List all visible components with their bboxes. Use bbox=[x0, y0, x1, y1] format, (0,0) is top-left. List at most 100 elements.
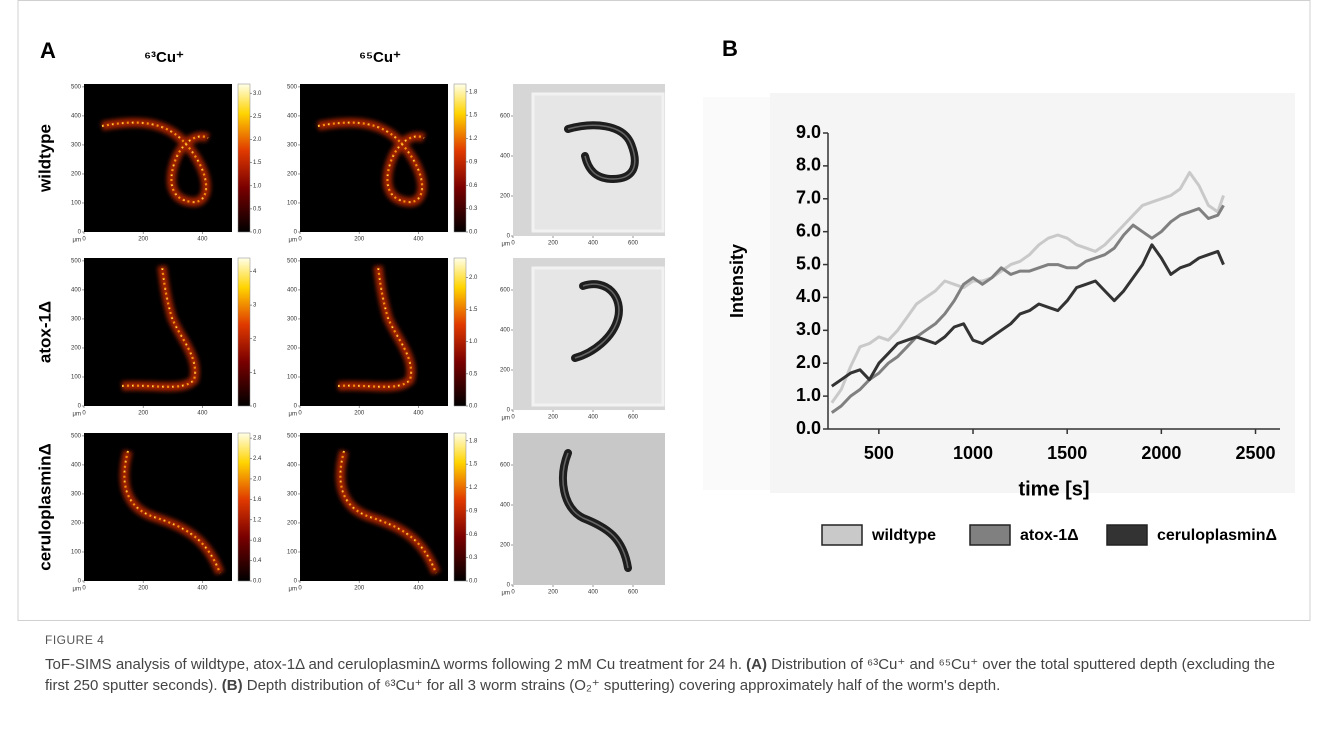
colorbar-label: 0.5 bbox=[253, 206, 262, 212]
worm-highlight bbox=[567, 124, 636, 180]
y-tick-label: 400 bbox=[287, 287, 298, 293]
heatmap bbox=[84, 84, 232, 232]
caption-label: FIGURE 4 bbox=[45, 633, 105, 647]
colorbar-label: 1.2 bbox=[469, 136, 478, 142]
y-tick-label: 2.0 bbox=[796, 352, 821, 372]
caption-part: Distribution of ⁶³Cu⁺ and ⁶⁵Cu⁺ over the… bbox=[45, 656, 1275, 694]
y-axis-title: Intensity bbox=[727, 244, 747, 318]
photo-worm bbox=[559, 449, 632, 572]
y-tick-label: 9.0 bbox=[796, 122, 821, 142]
worm-highlight bbox=[562, 452, 629, 569]
signal-core bbox=[317, 121, 425, 204]
panel-label: B bbox=[722, 36, 738, 61]
y-tick-label: 500 bbox=[287, 433, 298, 439]
photo-worm bbox=[571, 280, 623, 362]
x-tick-label: 400 bbox=[588, 415, 599, 421]
x-tick-label: 0 bbox=[298, 237, 302, 243]
axis-unit: μm bbox=[502, 242, 510, 248]
column-header: ⁶⁵Cu⁺ bbox=[359, 49, 401, 66]
colorbar-label: 0.0 bbox=[253, 230, 262, 236]
y-tick-label: 0 bbox=[78, 579, 82, 585]
x-tick-label: 200 bbox=[138, 586, 149, 592]
y-tick-label: 200 bbox=[287, 521, 298, 527]
colorbar-label: 2.0 bbox=[469, 275, 478, 281]
colorbar-label: 1 bbox=[253, 370, 257, 376]
axis-unit: μm bbox=[289, 587, 297, 593]
y-tick-label: 3.0 bbox=[796, 319, 821, 339]
y-tick-label: 6.0 bbox=[796, 220, 821, 240]
worm-highlight bbox=[574, 283, 620, 359]
y-tick-label: 100 bbox=[287, 550, 298, 556]
y-tick-label: 8.0 bbox=[796, 155, 821, 175]
y-tick-label: 300 bbox=[287, 317, 298, 323]
x-tick-label: 400 bbox=[197, 237, 208, 243]
x-tick-label: 2000 bbox=[1141, 443, 1181, 463]
y-tick-label: 600 bbox=[500, 288, 511, 294]
axis-unit: μm bbox=[73, 587, 81, 593]
series-line bbox=[830, 171, 1225, 404]
colorbar bbox=[237, 432, 251, 582]
colorbar-label: 1.6 bbox=[253, 497, 262, 503]
colorbar-label: 2.8 bbox=[253, 436, 262, 442]
y-tick-label: 400 bbox=[71, 287, 82, 293]
y-tick-label: 200 bbox=[287, 172, 298, 178]
colorbar-label: 0.3 bbox=[469, 206, 478, 212]
colorbar bbox=[237, 83, 251, 233]
caption-text: ToF-SIMS analysis of wildtype, atox-1Δ a… bbox=[45, 654, 1295, 696]
signal-core bbox=[337, 265, 413, 388]
y-tick-label: 200 bbox=[287, 346, 298, 352]
colorbar-label: 1.5 bbox=[253, 160, 262, 166]
series-line bbox=[830, 243, 1225, 388]
colorbar-label: 0.3 bbox=[469, 555, 478, 561]
caption-part: (A) bbox=[746, 656, 767, 673]
colorbar-label: 2.0 bbox=[253, 477, 262, 483]
colorbar-label: 0.4 bbox=[253, 558, 262, 564]
x-tick-label: 400 bbox=[588, 590, 599, 596]
axis-unit: μm bbox=[289, 238, 297, 244]
y-tick-label: 0 bbox=[507, 234, 511, 240]
y-tick-label: 500 bbox=[71, 84, 82, 90]
colorbar-label: 0.0 bbox=[469, 230, 478, 236]
worm-signal bbox=[101, 118, 211, 207]
y-tick-label: 300 bbox=[71, 492, 82, 498]
colorbar-label: 0.5 bbox=[469, 371, 478, 377]
y-tick-label: 200 bbox=[71, 521, 82, 527]
plot-background bbox=[770, 93, 1295, 493]
colorbar-label: 0.0 bbox=[469, 579, 478, 585]
x-tick-label: 200 bbox=[354, 411, 365, 417]
y-tick-label: 400 bbox=[500, 328, 511, 334]
photo-well bbox=[531, 92, 665, 233]
x-tick-label: 200 bbox=[548, 241, 559, 247]
caption-part: ToF-SIMS analysis of wildtype, atox-1Δ a… bbox=[45, 656, 747, 673]
column-header: ⁶³Cu⁺ bbox=[144, 49, 184, 66]
colorbar-label: 1.2 bbox=[469, 485, 478, 491]
x-tick-label: 0 bbox=[511, 590, 515, 596]
row-label: ceruloplasminΔ bbox=[35, 443, 54, 570]
worm-signal bbox=[121, 265, 200, 392]
x-tick-label: 0 bbox=[82, 237, 86, 243]
worm-signal bbox=[337, 265, 416, 392]
caption: FIGURE 4 ToF-SIMS analysis of wildtype, … bbox=[45, 630, 1295, 696]
y-tick-label: 400 bbox=[287, 113, 298, 119]
signal-peak bbox=[123, 450, 221, 574]
x-tick-label: 0 bbox=[511, 241, 515, 247]
heatmap bbox=[300, 258, 448, 406]
caption-part: (B) bbox=[221, 677, 243, 694]
colorbar-label: 1.8 bbox=[469, 89, 478, 95]
legend-swatch bbox=[821, 524, 863, 546]
colorbar-label: 1.5 bbox=[469, 307, 478, 313]
signal-core bbox=[121, 265, 197, 388]
x-tick-label: 2500 bbox=[1235, 443, 1275, 463]
y-tick-label: 200 bbox=[71, 172, 82, 178]
y-tick-label: 500 bbox=[287, 258, 298, 264]
signal-peak bbox=[339, 450, 437, 574]
y-tick-label: 4.0 bbox=[796, 286, 821, 306]
y-tick-label: 100 bbox=[71, 201, 82, 207]
x-tick-label: 1500 bbox=[1047, 443, 1087, 463]
x-tick-label: 200 bbox=[138, 237, 149, 243]
x-tick-label: 200 bbox=[354, 237, 365, 243]
y-tick-label: 100 bbox=[287, 375, 298, 381]
y-tick-label: 200 bbox=[500, 194, 511, 200]
colorbar-label: 0.6 bbox=[469, 183, 478, 189]
